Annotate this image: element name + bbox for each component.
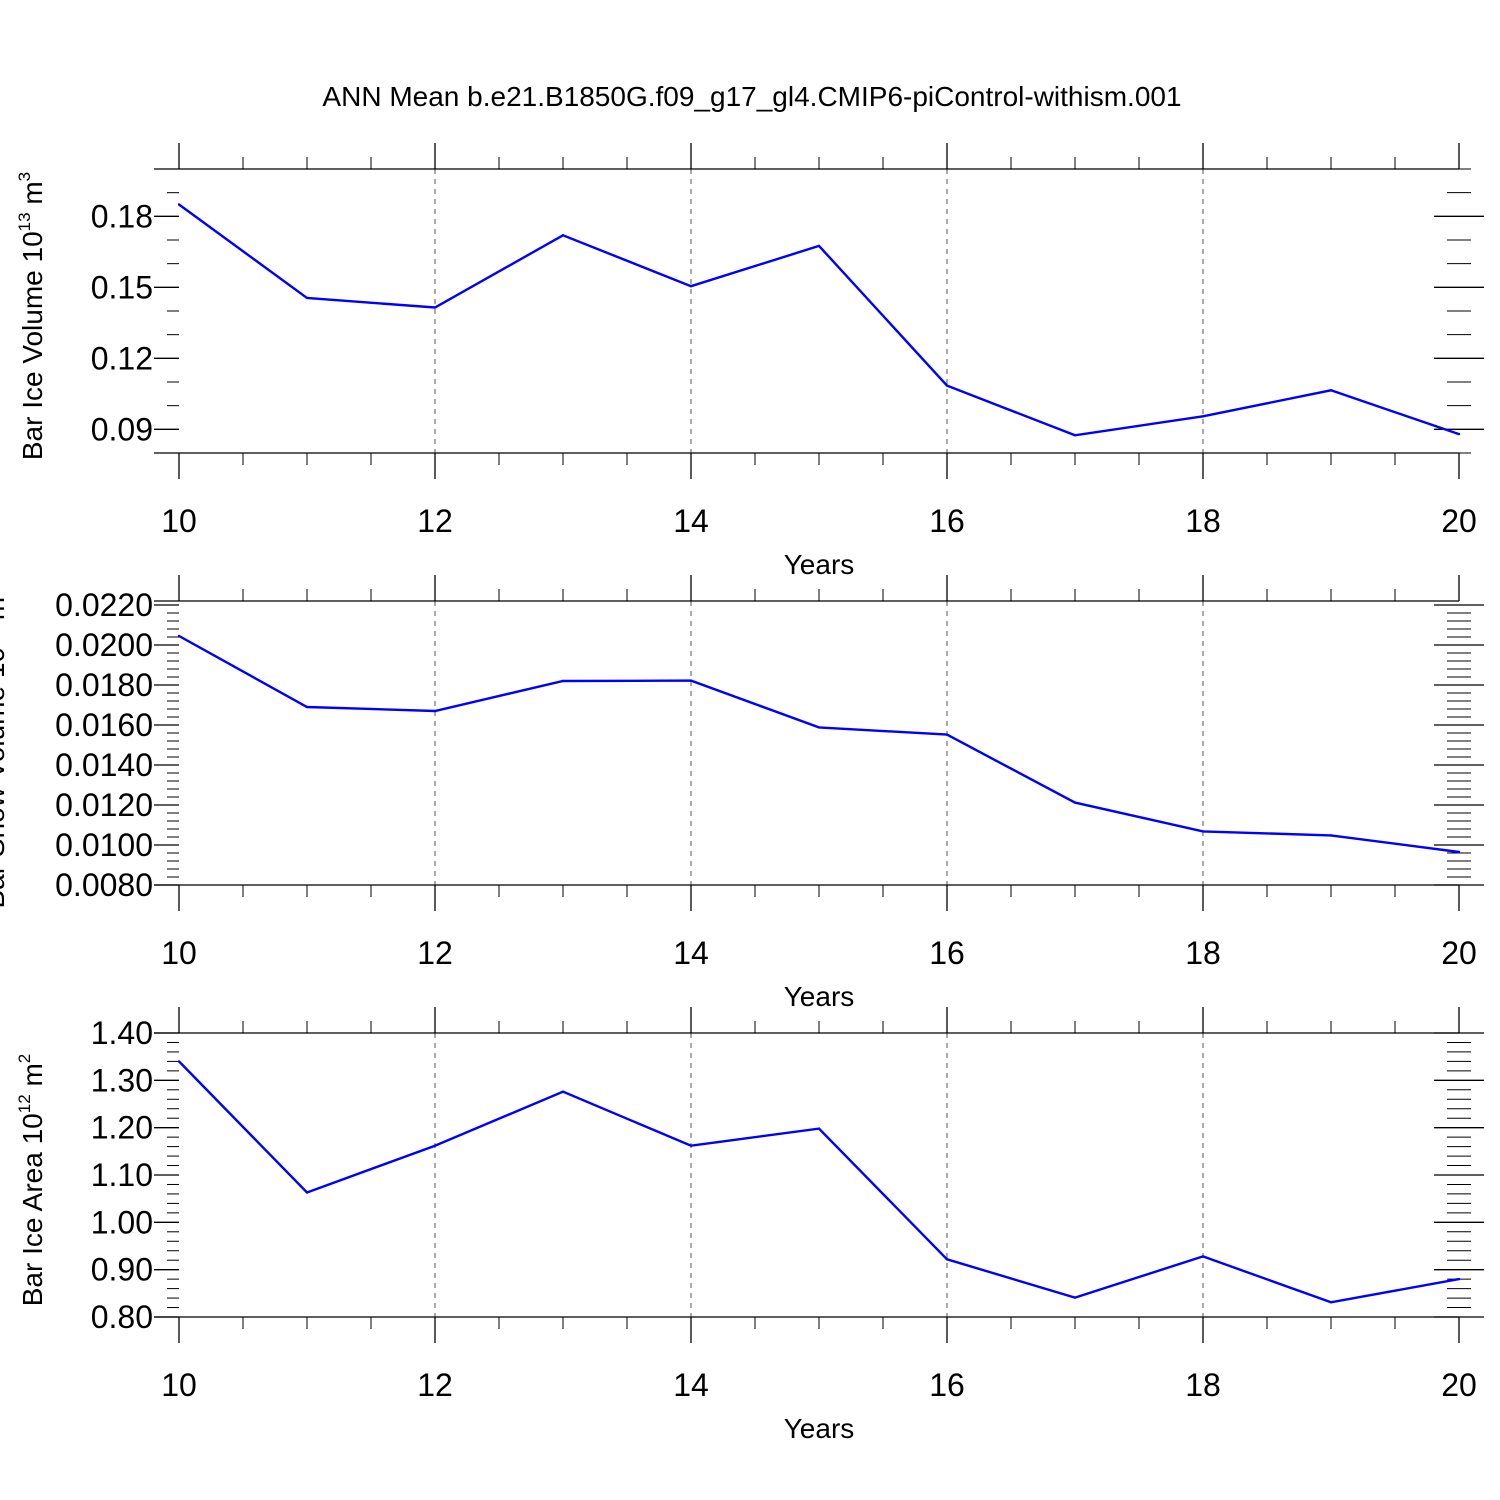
y-tick-label: 0.80 [91,1299,153,1335]
data-point [1201,1255,1205,1258]
x-axis-title: Years [784,981,855,1012]
y-tick-label: 0.0220 [55,587,153,623]
data-point [1073,801,1077,804]
data-point [1457,1277,1461,1281]
data-point [433,709,437,713]
data-point [177,203,181,206]
x-tick-label: 18 [1185,1367,1221,1403]
data-point [689,284,693,288]
x-axis-title: Years [784,1413,855,1444]
y-axis-title: Bar Ice Area 1012 m2 [15,1054,48,1307]
y-axis-title: Bar Snow Volume 1012 m3 [0,588,10,909]
y-tick-label: 0.15 [91,269,153,305]
y-tick-label: 0.0080 [55,867,153,903]
data-point [433,1144,437,1147]
x-tick-label: 12 [417,503,453,539]
data-point [305,296,309,300]
data-point [433,306,437,309]
data-point [817,1127,821,1130]
y-tick-label: 0.90 [91,1252,153,1288]
x-tick-label: 20 [1441,503,1477,539]
data-point [817,726,821,729]
data-point [1201,830,1205,833]
data-point [1073,434,1077,437]
y-axis-title-text: Bar Ice Area 10 [17,1113,48,1306]
y-axis-title: Bar Ice Volume 1013 m3 [15,172,48,460]
x-tick-label: 14 [673,1367,709,1403]
y-axis-title-text: m [17,1063,48,1094]
y-tick-label: 0.0100 [55,827,153,863]
x-tick-label: 20 [1441,935,1477,971]
data-point [561,679,565,683]
x-tick-label: 14 [673,935,709,971]
y-axis-title-text: m [17,181,48,212]
panel-1: 0.09 0.12 0.15 0.18 10 12 14 16 18 20 Years Bar Ice… [15,143,1484,580]
x-tick-label: 12 [417,935,453,971]
y-tick-label: 1.00 [91,1204,153,1240]
y-axis-title-text: m [0,597,10,628]
x-axis-title: Years [784,549,855,580]
data-point [945,733,949,736]
y-axis-title-superscript: 2 [15,1054,34,1063]
y-tick-label: 1.20 [91,1110,153,1146]
data-point [1329,834,1333,837]
data-point [1457,850,1461,854]
x-tick-label: 12 [417,1367,453,1403]
x-tick-label: 18 [1185,935,1221,971]
data-point [1073,1296,1077,1299]
data-point [305,705,309,709]
data-point [817,244,821,248]
data-point [945,1258,949,1261]
x-tick-label: 16 [929,1367,965,1403]
panels: 0.09 0.12 0.15 0.18 10 12 14 16 18 20 Years Bar Ice… [0,143,1484,1444]
figure-title: ANN Mean b.e21.B1850G.f09_g17_gl4.CMIP6-… [322,81,1181,112]
data-point [945,384,949,387]
y-tick-label: 0.0160 [55,707,153,743]
data-point [1457,432,1461,436]
data-point [561,1090,565,1093]
y-axis-title-text: Bar Snow Volume 10 [0,647,10,909]
y-tick-label: 0.09 [91,411,153,447]
y-tick-label: 1.40 [91,1015,153,1051]
y-tick-label: 0.12 [91,340,153,376]
data-point [1201,415,1205,418]
x-tick-label: 10 [161,1367,197,1403]
x-tick-label: 18 [1185,503,1221,539]
x-tick-label: 10 [161,503,197,539]
panel-2: 0.0080 0.0100 0.0120 0.0140 0.0160 0.0180 0.02… [0,575,1484,1012]
data-point [689,679,693,682]
y-axis-title-superscript: 3 [15,172,34,181]
y-axis-title-text: Bar Ice Volume 10 [17,231,48,460]
data-point [561,234,565,237]
panel-3: 0.80 0.90 1.00 1.10 1.20 1.30 1.40 10 12 14 16 18 20… [15,1007,1484,1444]
y-tick-label: 0.0140 [55,747,153,783]
y-tick-label: 1.30 [91,1062,153,1098]
y-tick-label: 0.0120 [55,787,153,823]
data-point [177,634,181,638]
data-point [1329,1301,1333,1304]
y-axis-title-superscript: 12 [15,1094,34,1113]
x-tick-label: 14 [673,503,709,539]
y-tick-label: 1.10 [91,1157,153,1193]
y-tick-label: 0.0200 [55,627,153,663]
x-tick-label: 16 [929,935,965,971]
data-point [177,1060,181,1063]
data-point [305,1191,309,1194]
data-point [689,1144,693,1147]
x-tick-label: 16 [929,503,965,539]
y-tick-label: 0.0180 [55,667,153,703]
series-line [178,1060,1460,1304]
y-axis-title-superscript: 13 [15,212,34,231]
x-tick-label: 10 [161,935,197,971]
data-point [1329,389,1333,392]
y-tick-label: 0.18 [91,198,153,234]
series-line [178,203,1460,437]
x-tick-label: 20 [1441,1367,1477,1403]
series-line [178,634,1460,854]
